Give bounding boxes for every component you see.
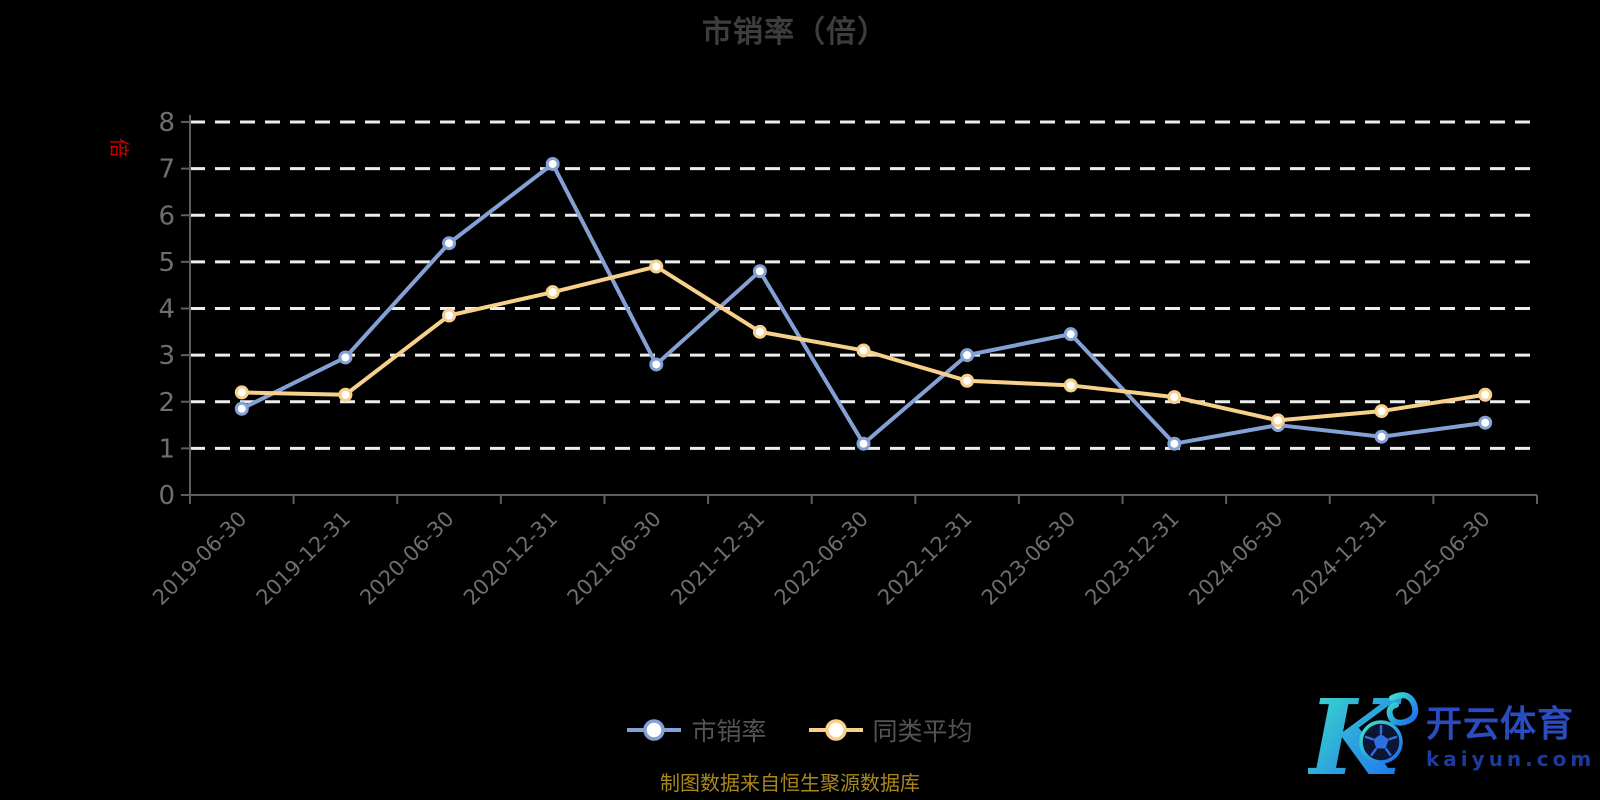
data-point[interactable] [752,264,767,279]
data-point[interactable] [1478,387,1493,402]
legend: 市销率 同类平均 [0,712,1600,748]
legend-label: 市销率 [691,717,767,746]
x-tick-label: 2025-06-30 [1391,507,1494,610]
x-tick-label: 2020-06-30 [355,507,458,610]
x-tick-label: 2020-12-31 [459,507,562,610]
y-tick-label: 0 [158,481,175,511]
data-source-note: 制图数据来自恒生聚源数据库 [660,771,920,795]
legend-item-同类平均[interactable]: 同类平均 [808,712,973,748]
line-series-marker-icon [627,719,682,741]
data-point[interactable] [1167,390,1182,405]
data-point[interactable] [856,436,871,451]
x-tick-label: 2021-12-31 [666,507,769,610]
x-tick-label: 2023-12-31 [1081,507,1184,610]
data-point[interactable] [545,285,560,300]
data-point[interactable] [234,401,249,416]
data-point[interactable] [649,259,664,274]
kaiyun-logo[interactable]: K 开云体育 kaiyun.com [1308,686,1595,788]
y-tick-label: 4 [158,295,175,325]
data-point[interactable] [1167,436,1182,451]
data-point[interactable] [752,324,767,339]
data-point[interactable] [338,350,353,365]
legend-item-市销率[interactable]: 市销率 [627,712,767,748]
data-point[interactable] [545,156,560,171]
data-point[interactable] [442,308,457,323]
x-tick-label: 2019-06-30 [148,507,251,610]
x-tick-label: 2022-06-30 [770,507,873,610]
x-tick-label: 2024-12-31 [1288,507,1391,610]
wave-curl-icon [1386,692,1419,726]
y-tick-label: 2 [158,388,175,418]
x-tick-label: 2022-12-31 [873,507,976,610]
data-point[interactable] [234,385,249,400]
data-point[interactable] [1374,404,1389,419]
logo-domain: kaiyun.com [1426,747,1596,772]
y-tick-label: 7 [158,155,175,185]
data-point[interactable] [960,348,975,363]
chart-title: 市销率（倍） [702,15,888,50]
soccer-ball-icon [1359,720,1403,764]
y-tick-label: 3 [158,341,175,371]
data-point[interactable] [1270,413,1285,428]
data-point[interactable] [1374,429,1389,444]
data-point[interactable] [338,387,353,402]
y-tick-label: 5 [158,248,175,278]
data-point[interactable] [442,236,457,251]
x-tick-label: 2019-12-31 [252,507,355,610]
logo-brand-name: 开云体育 [1426,703,1575,745]
x-tick-label: 2021-06-30 [563,507,666,610]
data-point[interactable] [649,357,664,372]
data-point[interactable] [1478,415,1493,430]
legend-label: 同类平均 [872,717,973,746]
logo-text-block: 开云体育 kaiyun.com [1426,703,1595,771]
data-point[interactable] [1063,378,1078,393]
kaiyun-monogram-icon: K [1308,686,1419,788]
x-tick-label: 2023-06-30 [977,507,1080,610]
line-series-marker-icon [808,719,863,741]
data-point[interactable] [1063,327,1078,342]
y-tick-label: 8 [158,108,175,138]
x-tick-label: 2024-06-30 [1184,507,1287,610]
data-point[interactable] [960,373,975,388]
data-point[interactable] [856,343,871,358]
y-tick-label: 6 [158,201,175,231]
y-tick-label: 1 [158,434,175,464]
